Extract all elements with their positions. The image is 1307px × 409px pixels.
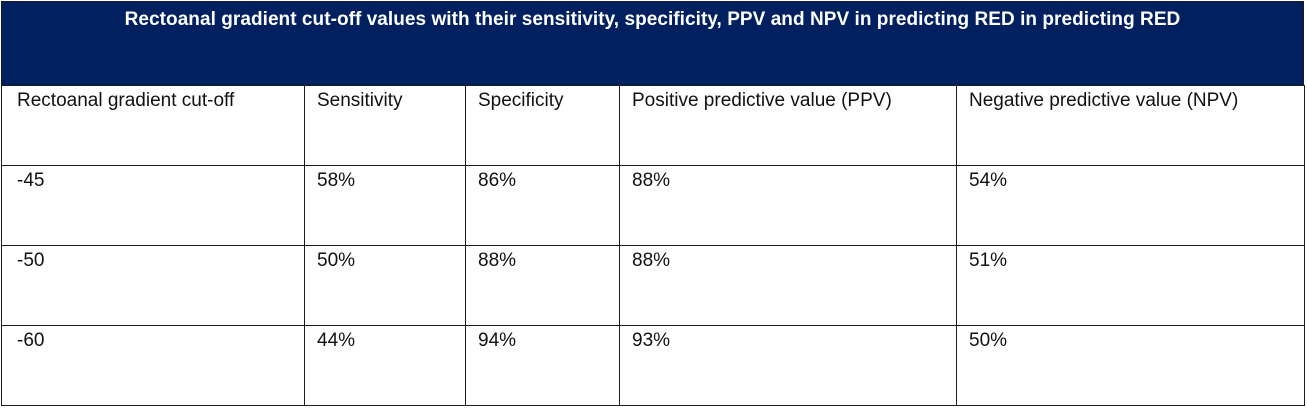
table-row: -50 50% 88% 88% 51% bbox=[1, 245, 1305, 326]
cell-cutoff: -60 bbox=[1, 325, 305, 406]
cell-sensitivity: 58% bbox=[304, 165, 466, 246]
table-row: -45 58% 86% 88% 54% bbox=[1, 165, 1305, 246]
cell-sensitivity: 50% bbox=[304, 245, 466, 326]
cell-cutoff: -50 bbox=[1, 245, 305, 326]
cell-specificity: 86% bbox=[465, 165, 620, 246]
header-specificity: Specificity bbox=[465, 85, 620, 166]
cell-cutoff: -45 bbox=[1, 165, 305, 246]
header-npv: Negative predictive value (NPV) bbox=[956, 85, 1305, 166]
cell-sensitivity: 44% bbox=[304, 325, 466, 406]
cell-ppv: 93% bbox=[619, 325, 957, 406]
cell-npv: 51% bbox=[956, 245, 1305, 326]
header-row: Rectoanal gradient cut-off Sensitivity S… bbox=[1, 85, 1305, 166]
cell-ppv: 88% bbox=[619, 165, 957, 246]
cell-specificity: 94% bbox=[465, 325, 620, 406]
header-sensitivity: Sensitivity bbox=[304, 85, 466, 166]
table-row: -60 44% 94% 93% 50% bbox=[1, 325, 1305, 406]
data-table: Rectoanal gradient cut-off Sensitivity S… bbox=[1, 85, 1305, 406]
table-title: Rectoanal gradient cut-off values with t… bbox=[1, 1, 1304, 85]
cell-specificity: 88% bbox=[465, 245, 620, 326]
header-cutoff: Rectoanal gradient cut-off bbox=[1, 85, 305, 166]
cell-npv: 50% bbox=[956, 325, 1305, 406]
cell-npv: 54% bbox=[956, 165, 1305, 246]
header-ppv: Positive predictive value (PPV) bbox=[619, 85, 957, 166]
cell-ppv: 88% bbox=[619, 245, 957, 326]
